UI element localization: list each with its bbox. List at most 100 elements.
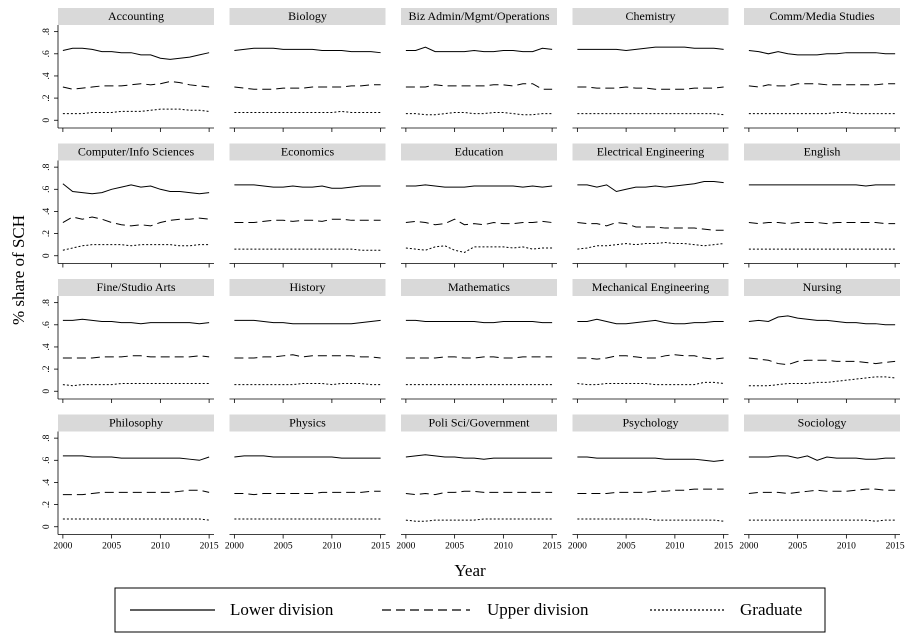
panel-title: Accounting: [108, 9, 164, 23]
y-tick-label: .4: [42, 208, 52, 215]
series-line: [577, 46, 724, 51]
y-tick-label: 0: [42, 253, 52, 258]
series-line: [234, 354, 381, 359]
series-line: [234, 218, 381, 224]
series-line: [577, 488, 724, 495]
y-tick-label: .8: [42, 163, 52, 170]
series-line: [62, 80, 210, 90]
legend-label: Graduate: [740, 600, 802, 619]
x-tick-label: 2015: [200, 542, 219, 552]
series-line: [234, 490, 381, 496]
series-line: [405, 184, 553, 188]
series-line: [405, 319, 553, 324]
y-tick-label: .2: [42, 94, 52, 101]
series-line: [748, 357, 896, 366]
strip: [572, 279, 729, 296]
strip: [58, 8, 214, 25]
series-line: [62, 108, 210, 115]
strip: [401, 279, 557, 296]
series-line: [405, 518, 553, 522]
series-line: [748, 111, 896, 115]
series-line: [234, 184, 381, 189]
panel-title: Philosophy: [109, 415, 163, 429]
panel-title: History: [290, 280, 326, 294]
strip: [572, 414, 729, 432]
y-tick-label: .8: [42, 434, 52, 441]
panel-title: Mathematics: [448, 280, 510, 294]
y-tick-label: .4: [42, 479, 52, 486]
y-tick-label: .2: [42, 501, 52, 508]
x-tick-label: 2005: [445, 542, 464, 552]
x-tick-label: 2000: [396, 542, 415, 552]
strip: [744, 143, 900, 161]
y-tick-label: .6: [42, 50, 52, 57]
x-tick-label: 2010: [665, 542, 684, 552]
x-tick-label: 2010: [494, 542, 513, 552]
strip: [229, 279, 386, 296]
x-tick-label: 2005: [788, 542, 807, 552]
series-line: [577, 318, 724, 325]
series-line: [405, 490, 553, 496]
series-line: [234, 455, 381, 459]
x-tick-label: 2015: [886, 542, 905, 552]
x-tick-label: 2005: [102, 542, 121, 552]
series-line: [405, 83, 553, 90]
panel-title: Psychology: [622, 415, 678, 429]
series-line: [234, 84, 381, 90]
strip: [229, 143, 386, 161]
series-line: [62, 244, 210, 251]
series-line: [748, 315, 896, 326]
series-line: [405, 111, 553, 116]
series-line: [577, 113, 724, 116]
series-line: [577, 456, 724, 462]
series-line: [62, 355, 210, 359]
strip: [58, 279, 214, 296]
y-tick-label: .8: [42, 28, 52, 35]
panel-title: Fine/Studio Arts: [96, 280, 175, 294]
series-line: [234, 248, 381, 251]
series-line: [748, 49, 896, 56]
panel-title: Economics: [281, 144, 335, 158]
series-line: [234, 47, 381, 54]
y-tick-label: .6: [42, 185, 52, 192]
series-line: [234, 110, 381, 113]
series-line: [62, 183, 210, 195]
series-line: [748, 519, 896, 522]
series-line: [577, 86, 724, 90]
panel-title: Electrical Engineering: [597, 144, 705, 158]
series-line: [234, 382, 381, 386]
y-tick-label: .6: [42, 456, 52, 463]
series-line: [748, 222, 896, 225]
y-tick-label: .2: [42, 230, 52, 237]
series-line: [748, 184, 896, 187]
strip: [58, 414, 214, 432]
series-line: [405, 245, 553, 253]
legend-label: Upper division: [487, 600, 589, 619]
y-tick-label: .6: [42, 321, 52, 328]
panel-title: Sociology: [798, 415, 847, 429]
series-line: [577, 181, 724, 193]
x-tick-label: 2015: [543, 542, 562, 552]
strip: [58, 143, 214, 161]
series-line: [62, 518, 210, 521]
y-tick-label: 0: [42, 389, 52, 394]
series-line: [577, 381, 724, 386]
series-line: [577, 222, 724, 231]
series-line: [748, 455, 896, 461]
panel-title: Education: [455, 144, 504, 158]
y-tick-label: 0: [42, 524, 52, 529]
series-line: [62, 489, 210, 496]
panel-title: English: [804, 144, 841, 158]
y-tick-label: .2: [42, 365, 52, 372]
x-tick-label: 2000: [568, 542, 587, 552]
panel-title: Biz Admin/Mgmt/Operations: [409, 9, 550, 23]
panel-title: Comm/Media Studies: [770, 9, 875, 23]
y-tick-label: 0: [42, 118, 52, 123]
x-tick-label: 2000: [225, 542, 244, 552]
panel-title: Poli Sci/Government: [429, 415, 531, 429]
y-tick-label: .4: [42, 72, 52, 79]
series-line: [234, 319, 381, 325]
x-tick-label: 2010: [151, 542, 170, 552]
series-line: [405, 454, 553, 460]
